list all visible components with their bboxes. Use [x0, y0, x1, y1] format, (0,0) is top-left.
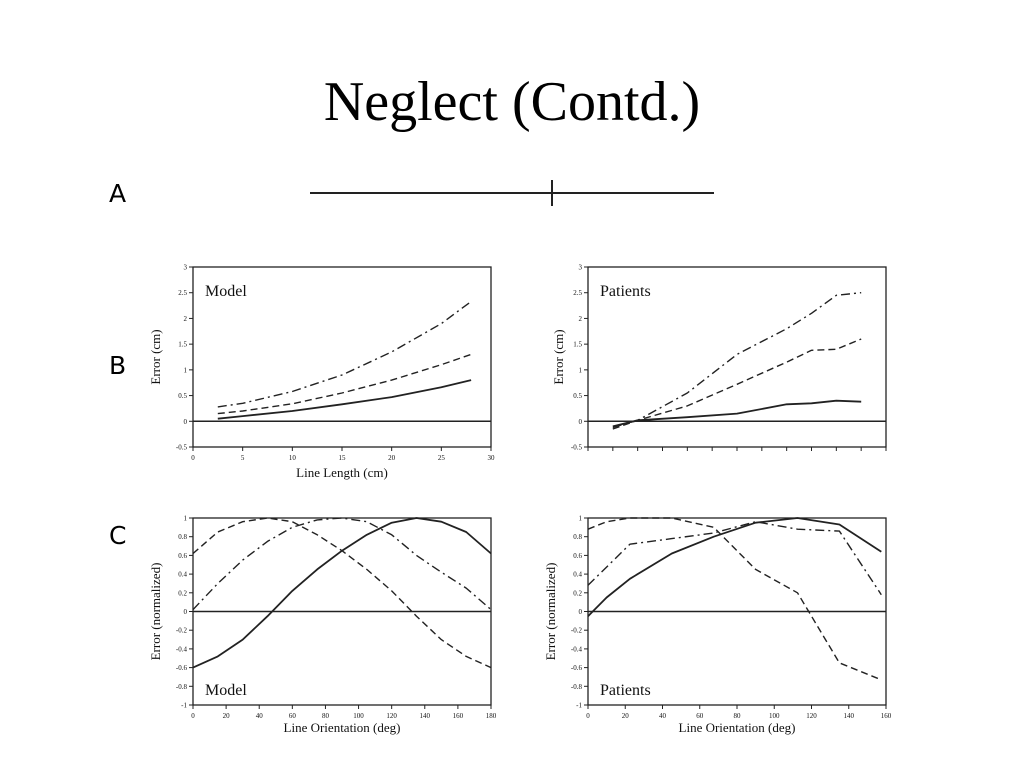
- y-tick-label: -1: [576, 702, 582, 710]
- panel-letter-c: C: [109, 521, 127, 550]
- inset-label: Patients: [600, 283, 651, 300]
- series-line-dashed: [217, 353, 472, 415]
- y-tick-label: 0.5: [573, 392, 582, 400]
- y-tick-label: -0.8: [176, 683, 188, 691]
- x-axis-label: Line Orientation (deg): [679, 720, 796, 735]
- series-line-solid: [192, 517, 492, 669]
- x-tick-label: 80: [322, 712, 330, 720]
- y-tick-label: 2: [184, 315, 188, 323]
- series-line-dashdot: [217, 300, 472, 408]
- y-tick-label: -0.2: [571, 627, 583, 635]
- y-tick-label: -0.5: [176, 444, 188, 452]
- inset-label: Model: [205, 283, 247, 300]
- x-tick-label: 10: [289, 454, 297, 462]
- x-tick-label: 140: [420, 712, 431, 720]
- y-tick-label: 2: [579, 315, 583, 323]
- y-tick-label: -0.5: [571, 444, 583, 452]
- chart-c-model: -1 -0.8 -0.6 -0.4 -0.2 0 0.2 0.4 0.6 0.8 1 0 20 40 60 8…: [148, 515, 497, 736]
- y-tick-label: 2.5: [573, 289, 582, 297]
- y-tick-label: 0.5: [178, 392, 187, 400]
- series-line-dashed: [612, 338, 862, 430]
- panel-letter-b: B: [109, 351, 127, 380]
- y-tick-label: 1: [184, 366, 188, 374]
- y-tick-label: -0.8: [571, 683, 583, 691]
- chart-b-patients: -0.5 0 0.5 1 1.5 2 2.5 3 Patients Error (cm): [551, 264, 887, 452]
- x-tick-label: 0: [191, 712, 195, 720]
- x-tick-label: 30: [488, 454, 496, 462]
- x-tick-label: 0: [586, 712, 590, 720]
- x-tick-label: 60: [289, 712, 297, 720]
- y-axis-label: Error (cm): [551, 329, 566, 384]
- series-line-dashed: [587, 517, 882, 681]
- x-tick-label: 40: [256, 712, 264, 720]
- x-tick-label: 40: [659, 712, 667, 720]
- y-tick-label: 0: [579, 608, 583, 616]
- y-tick-label: -1: [181, 702, 187, 710]
- x-tick-label: 20: [622, 712, 630, 720]
- y-axis-label: Error (normalized): [148, 563, 163, 661]
- y-tick-label: 0.2: [573, 589, 582, 597]
- x-tick-label: 15: [339, 454, 347, 462]
- x-tick-label: 60: [696, 712, 704, 720]
- x-tick-label: 0: [191, 454, 195, 462]
- panel-letter-a: A: [109, 179, 127, 208]
- x-tick-label: 5: [241, 454, 245, 462]
- y-tick-label: -0.6: [176, 664, 188, 672]
- y-tick-label: 2.5: [178, 289, 187, 297]
- y-tick-label: -0.2: [176, 627, 188, 635]
- x-axis-label: Line Length (cm): [296, 465, 388, 480]
- y-tick-label: 0: [184, 608, 188, 616]
- series-line-dashdot: [587, 521, 882, 596]
- x-tick-label: 20: [388, 454, 396, 462]
- x-tick-label: 100: [769, 712, 780, 720]
- y-tick-label: 3: [579, 264, 583, 272]
- y-tick-label: -0.4: [176, 645, 188, 653]
- inset-label: Patients: [600, 682, 651, 699]
- y-tick-label: -0.6: [571, 664, 583, 672]
- x-tick-label: 120: [386, 712, 397, 720]
- series-line-dashdot: [192, 517, 492, 611]
- x-tick-label: 80: [734, 712, 742, 720]
- y-axis-label: Error (cm): [148, 329, 163, 384]
- slide-title: Neglect (Contd.): [323, 71, 701, 133]
- x-tick-label: 20: [223, 712, 231, 720]
- y-tick-label: 0: [184, 418, 188, 426]
- y-tick-label: 0.4: [573, 571, 582, 579]
- y-tick-label: 1: [579, 366, 583, 374]
- y-tick-label: 0: [579, 418, 583, 426]
- series-line-solid: [612, 399, 862, 428]
- y-tick-label: 0.6: [573, 552, 582, 560]
- y-tick-label: 1: [579, 515, 583, 523]
- y-tick-label: 1.5: [573, 341, 582, 349]
- y-tick-label: -0.4: [571, 645, 583, 653]
- x-tick-label: 180: [486, 712, 497, 720]
- x-axis-label: Line Orientation (deg): [284, 720, 401, 735]
- y-tick-label: 0.8: [573, 533, 582, 541]
- y-tick-label: 0.2: [178, 589, 187, 597]
- series-line-solid: [217, 379, 472, 420]
- chart-c-patients: -1 -0.8 -0.6 -0.4 -0.2 0 0.2 0.4 0.6 0.8 1 0 20 40 60 8…: [543, 515, 892, 736]
- y-tick-label: 0.8: [178, 533, 187, 541]
- x-tick-label: 100: [353, 712, 364, 720]
- series-line-dashdot: [612, 292, 862, 429]
- y-tick-label: 3: [184, 264, 188, 272]
- y-tick-label: 0.6: [178, 552, 187, 560]
- y-axis-label: Error (normalized): [543, 563, 558, 661]
- series-line-solid: [587, 517, 882, 617]
- series-line-dashed: [192, 517, 492, 669]
- y-tick-label: 1: [184, 515, 188, 523]
- x-tick-label: 160: [453, 712, 464, 720]
- x-tick-label: 25: [438, 454, 446, 462]
- y-tick-label: 0.4: [178, 571, 187, 579]
- y-tick-label: 1.5: [178, 341, 187, 349]
- line-bisection-stimulus: [310, 180, 714, 206]
- x-tick-label: 160: [881, 712, 892, 720]
- x-tick-label: 140: [844, 712, 855, 720]
- x-tick-label: 120: [806, 712, 817, 720]
- inset-label: Model: [205, 682, 247, 699]
